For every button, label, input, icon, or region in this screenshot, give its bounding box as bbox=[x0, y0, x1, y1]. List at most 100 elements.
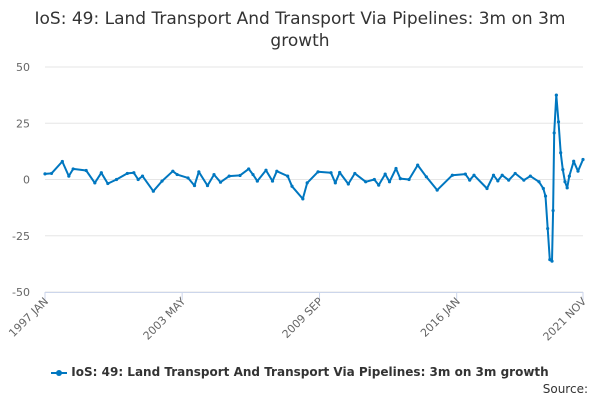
data-point bbox=[218, 180, 223, 184]
data-point bbox=[364, 180, 368, 184]
data-point bbox=[543, 194, 548, 198]
data-point bbox=[43, 172, 47, 176]
data-point bbox=[496, 179, 500, 183]
data-point bbox=[387, 180, 392, 184]
data-point bbox=[99, 171, 103, 175]
data-point bbox=[175, 172, 179, 177]
data-point bbox=[394, 166, 398, 171]
data-point bbox=[377, 183, 381, 187]
chart-title: IoS: 49: Land Transport And Transport Vi… bbox=[34, 9, 566, 51]
data-point bbox=[468, 178, 472, 182]
data-point bbox=[171, 169, 175, 173]
data-point bbox=[238, 173, 242, 178]
data-point bbox=[338, 170, 342, 175]
data-point bbox=[398, 177, 402, 181]
data-point bbox=[251, 172, 255, 177]
data-point bbox=[247, 167, 251, 171]
data-point bbox=[450, 173, 454, 177]
data-point bbox=[567, 174, 571, 178]
data-point bbox=[125, 171, 129, 176]
data-point bbox=[541, 186, 545, 191]
y-tick-label: -50 bbox=[12, 286, 30, 299]
data-point bbox=[372, 177, 376, 182]
data-point bbox=[485, 186, 489, 191]
x-tick-label: 2003 MAY bbox=[141, 295, 189, 343]
data-point bbox=[383, 172, 387, 176]
data-point bbox=[71, 167, 75, 171]
data-point bbox=[305, 181, 309, 185]
data-point bbox=[581, 157, 585, 162]
data-point bbox=[333, 181, 337, 185]
data-point bbox=[552, 131, 556, 135]
data-point bbox=[84, 168, 88, 173]
data-point bbox=[424, 175, 428, 179]
data-point bbox=[407, 177, 411, 182]
data-point bbox=[522, 178, 526, 182]
data-point bbox=[537, 180, 541, 184]
data-point bbox=[93, 181, 97, 185]
data-point bbox=[264, 168, 268, 172]
data-point bbox=[316, 170, 320, 174]
legend-item[interactable]: IoS: 49: Land Transport And Transport Vi… bbox=[0, 365, 600, 379]
data-point bbox=[227, 174, 231, 178]
data-point bbox=[576, 169, 580, 173]
data-point bbox=[551, 208, 555, 213]
data-point bbox=[49, 171, 54, 176]
data-point bbox=[212, 172, 216, 177]
data-point bbox=[353, 171, 357, 176]
data-point bbox=[572, 159, 576, 163]
y-tick-label: -25 bbox=[12, 230, 30, 243]
data-point bbox=[550, 259, 554, 263]
data-point bbox=[286, 174, 290, 178]
data-point bbox=[563, 180, 567, 184]
data-point bbox=[197, 170, 201, 174]
data-point bbox=[140, 174, 145, 178]
data-point bbox=[435, 188, 439, 192]
data-point bbox=[270, 179, 275, 183]
y-tick-label: 50 bbox=[16, 61, 30, 74]
data-point bbox=[114, 177, 119, 182]
data-point bbox=[136, 177, 140, 182]
data-point bbox=[554, 93, 558, 97]
data-point bbox=[561, 168, 565, 172]
x-tick-label: 2016 JAN bbox=[418, 295, 463, 340]
data-point bbox=[463, 172, 467, 176]
legend-marker-icon bbox=[51, 369, 68, 376]
data-point bbox=[275, 169, 279, 173]
data-point bbox=[559, 151, 563, 155]
data-point bbox=[301, 197, 305, 201]
data-point bbox=[500, 173, 504, 177]
data-point bbox=[346, 182, 350, 186]
data-point bbox=[67, 174, 71, 178]
data-point bbox=[513, 171, 517, 176]
data-point bbox=[528, 174, 532, 178]
data-point bbox=[132, 171, 136, 175]
x-tick-label: 1997 JAN bbox=[6, 295, 51, 340]
data-point bbox=[416, 163, 420, 167]
data-point bbox=[556, 120, 561, 124]
data-point bbox=[192, 183, 197, 188]
data-point bbox=[151, 189, 155, 193]
data-point bbox=[565, 186, 569, 190]
data-point bbox=[507, 178, 511, 182]
data-point bbox=[491, 173, 496, 177]
data-point bbox=[160, 179, 164, 183]
data-point bbox=[290, 184, 294, 188]
data-point bbox=[60, 159, 64, 164]
data-point bbox=[186, 176, 190, 180]
data-point bbox=[472, 173, 476, 177]
data-point bbox=[106, 181, 110, 186]
source-label: Source: bbox=[542, 382, 588, 396]
x-tick-label: 2021 NOV bbox=[541, 295, 590, 344]
series-line bbox=[44, 94, 584, 263]
y-tick-label: 25 bbox=[16, 117, 30, 130]
data-point bbox=[205, 183, 210, 188]
data-point bbox=[255, 179, 259, 183]
data-point bbox=[329, 171, 333, 175]
legend-label: IoS: 49: Land Transport And Transport Vi… bbox=[71, 365, 549, 379]
y-tick-label: 0 bbox=[23, 174, 30, 187]
data-point bbox=[546, 226, 550, 231]
x-tick-label: 2009 SEP bbox=[280, 295, 326, 341]
